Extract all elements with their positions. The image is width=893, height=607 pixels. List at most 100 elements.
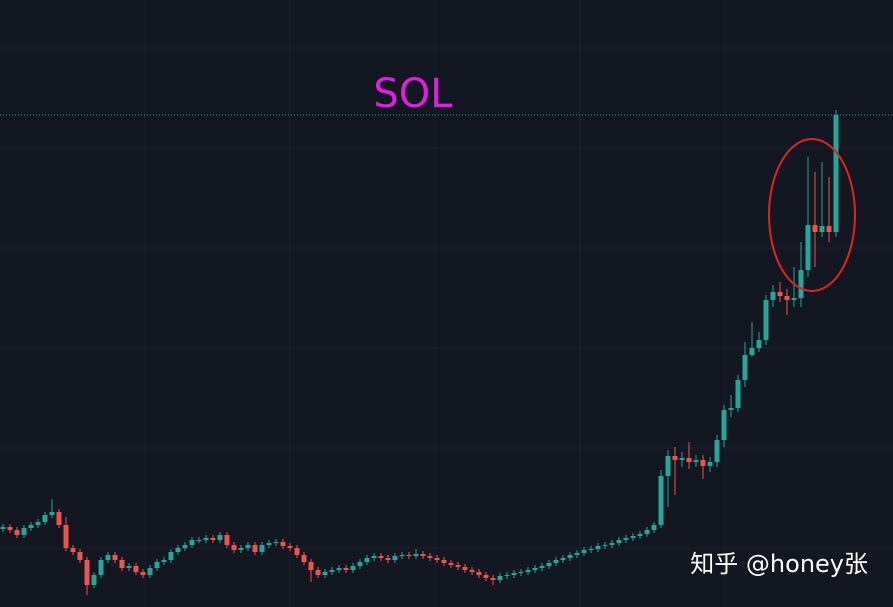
candle-body (28, 525, 34, 528)
candle-body (483, 575, 489, 578)
candle-body (679, 458, 685, 460)
candle-body (238, 548, 244, 550)
candle-body (700, 460, 706, 466)
candle-body (665, 456, 671, 476)
candle-body (560, 558, 566, 560)
candle-body (427, 556, 433, 558)
candle-body (182, 545, 188, 548)
candle-body (112, 555, 118, 560)
candle-body (378, 556, 384, 558)
candle-body (462, 567, 468, 570)
candle-body (763, 300, 769, 340)
candle-body (833, 115, 839, 232)
candle-body (742, 355, 748, 380)
candle-body (49, 512, 55, 515)
candle-body (140, 572, 146, 575)
candle-body (308, 562, 314, 570)
candle-body (525, 570, 531, 572)
candle-body (315, 570, 321, 575)
candle-body (252, 545, 258, 552)
candle-body (651, 525, 657, 530)
candle-body (161, 560, 167, 562)
candle-body (350, 566, 356, 570)
candle-body (469, 570, 475, 572)
candle-body (329, 570, 335, 572)
candle-body (224, 535, 230, 545)
candle-body (504, 575, 510, 576)
candle-body (658, 476, 664, 525)
candle-body (210, 538, 216, 540)
candle-body (175, 548, 181, 552)
candle-body (21, 528, 27, 535)
candle-body (714, 440, 720, 462)
chart-title: SOL (373, 71, 453, 117)
candle-body (399, 555, 405, 556)
candle-body (406, 555, 412, 556)
candle-body (791, 298, 797, 300)
candle-body (77, 552, 83, 560)
candle-body (91, 575, 97, 585)
candle-body (280, 542, 286, 546)
candle-body (245, 545, 251, 548)
candle-body (805, 225, 811, 270)
candle-body (392, 556, 398, 560)
candle-body (322, 572, 328, 575)
candle-body (0, 527, 6, 529)
candle-body (546, 563, 552, 566)
candle-body (630, 536, 636, 538)
watermark: 知乎 @honey张 (690, 550, 868, 578)
candle-body (42, 515, 48, 522)
candle-body (721, 410, 727, 440)
candle-body (623, 538, 629, 540)
candle-body (35, 522, 41, 525)
candle-body (371, 556, 377, 558)
candle-body (567, 555, 573, 558)
candle-body (553, 560, 559, 563)
candle-body (784, 296, 790, 300)
candle-body (539, 566, 545, 568)
candle-body (98, 560, 104, 575)
candle-body (798, 270, 804, 298)
candle-body (770, 292, 776, 300)
candle-body (385, 558, 391, 560)
candle-body (217, 535, 223, 540)
candle-body (14, 530, 20, 535)
candle-body (826, 226, 832, 232)
candle-body (777, 292, 783, 296)
candle-body (133, 566, 139, 572)
candle-body (581, 550, 587, 553)
candle-body (364, 558, 370, 562)
candle-body (812, 225, 818, 232)
candle-body (413, 554, 419, 556)
candle-body (7, 527, 13, 530)
candle-body (490, 578, 496, 580)
candle-body (497, 576, 503, 580)
candle-body (574, 553, 580, 555)
candle-body (343, 568, 349, 570)
candle-body (672, 456, 678, 460)
candle-body (231, 545, 237, 550)
candle-body (56, 512, 62, 525)
candle-body (105, 555, 111, 560)
candle-body (616, 540, 622, 543)
candle-body (532, 568, 538, 570)
candle-body (189, 540, 195, 545)
candle-body (686, 458, 692, 462)
candle-body (259, 545, 265, 552)
candle-body (434, 558, 440, 560)
candle-body (294, 548, 300, 555)
candle-body (168, 552, 174, 560)
candle-body (588, 549, 594, 550)
candle-body (728, 408, 734, 410)
candle-body (287, 546, 293, 548)
candle-body (441, 560, 447, 563)
candle-body (735, 380, 741, 408)
candle-body (595, 546, 601, 549)
candle-body (203, 538, 209, 540)
candle-body (119, 560, 125, 568)
candle-body (266, 543, 272, 545)
candle-body (420, 554, 426, 556)
candle-body (602, 545, 608, 546)
